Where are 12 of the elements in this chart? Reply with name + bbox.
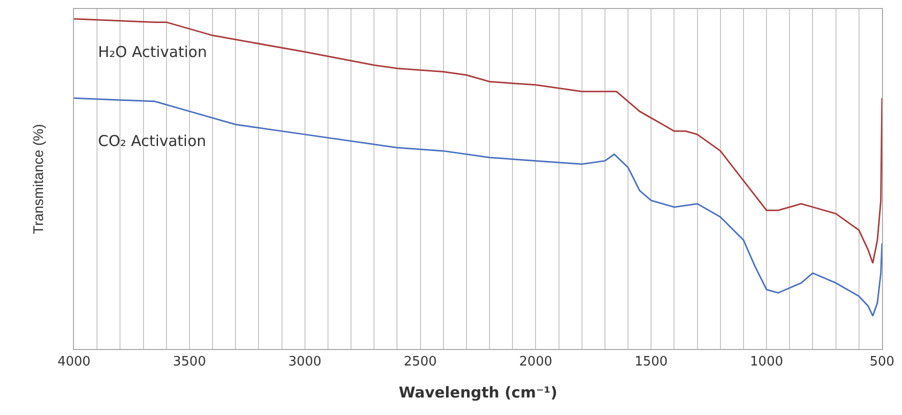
x-tick-label: 1000	[750, 354, 784, 370]
series-label: H₂O Activation	[98, 43, 207, 61]
x-tick-label: 3000	[288, 354, 322, 370]
series-label: CO₂ Activation	[98, 132, 206, 150]
x-tick-label: 500	[870, 354, 894, 370]
x-axis-title: Wavelength (cm⁻¹)	[398, 384, 558, 402]
x-tick-label: 3500	[172, 354, 206, 370]
x-tick-label: 4000	[57, 354, 91, 370]
x-tick-label: 1500	[634, 354, 668, 370]
x-tick-label: 2000	[519, 354, 552, 370]
y-axis-title: Transmitance (%)	[30, 124, 46, 234]
x-tick-label: 2500	[404, 354, 437, 370]
